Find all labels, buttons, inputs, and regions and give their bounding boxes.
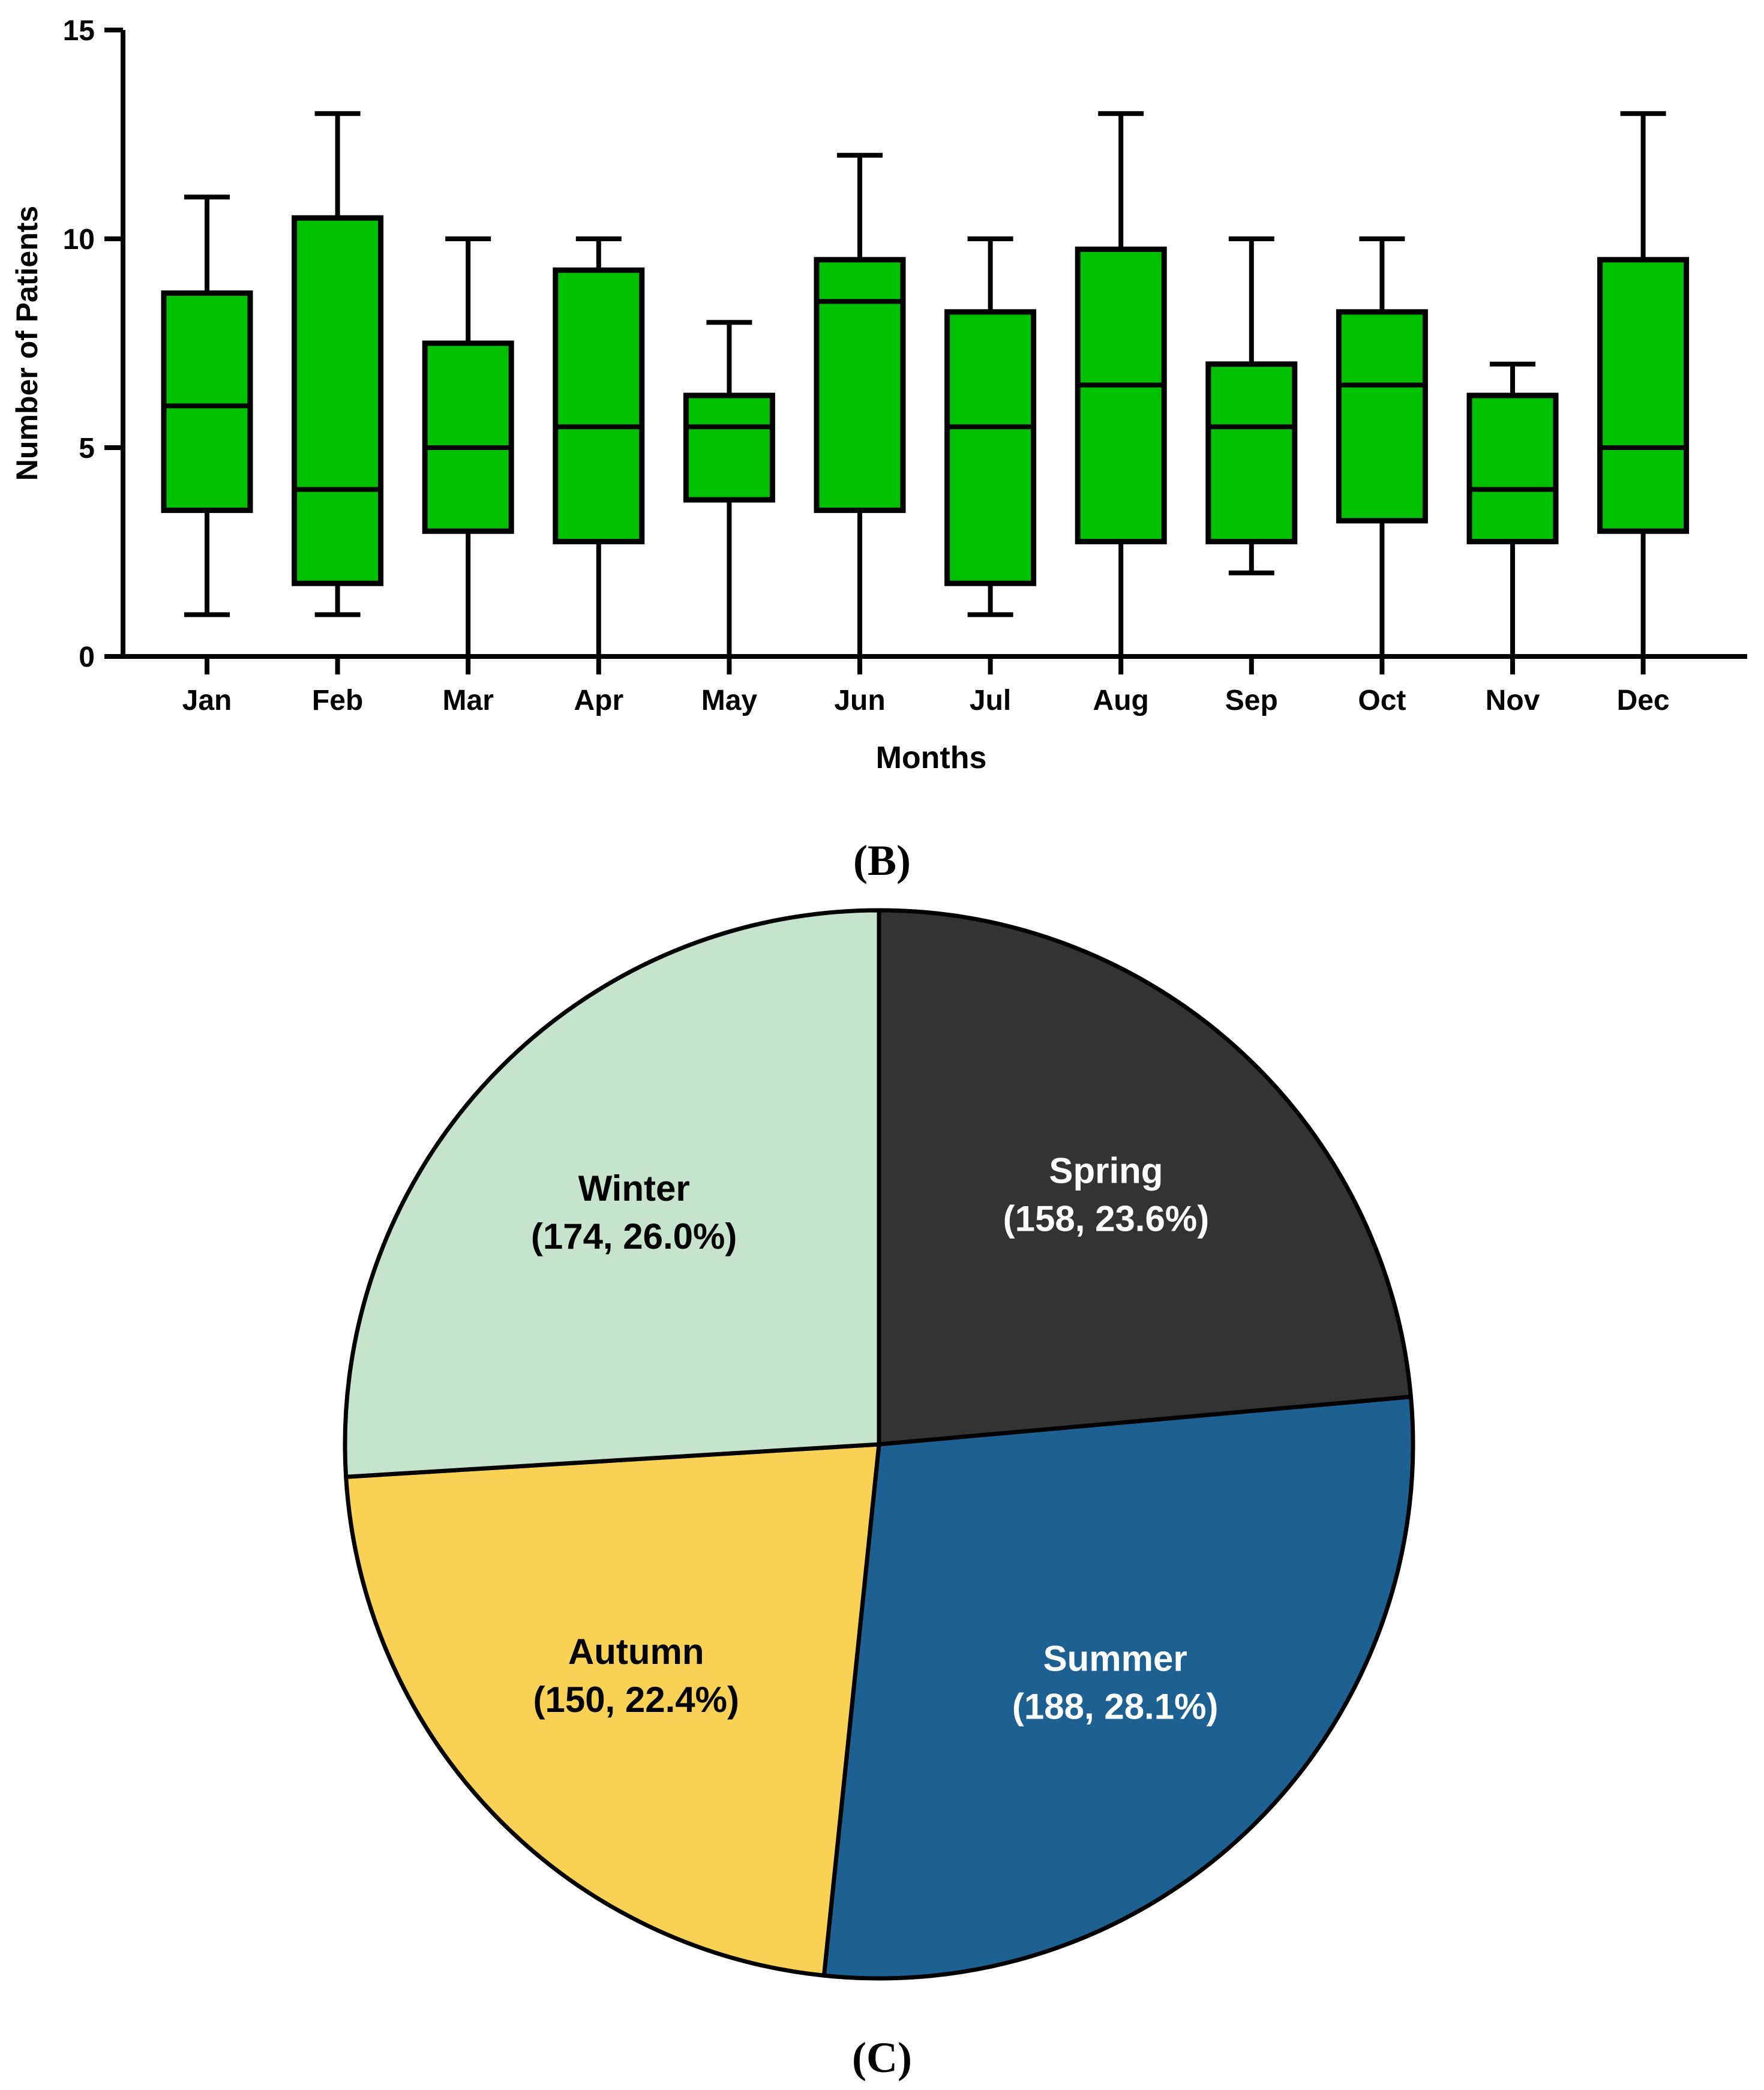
x-tick-label: Apr	[574, 685, 623, 716]
x-tick-label: Oct	[1358, 685, 1406, 716]
slice-name-label: Winter	[578, 1168, 690, 1209]
box-iqr	[814, 257, 906, 513]
slice-detail-label: (174, 26.0%)	[531, 1216, 737, 1257]
x-tick-label: May	[701, 685, 758, 716]
y-tick-label: 0	[79, 641, 95, 673]
x-axis-title: Months	[876, 740, 987, 775]
box-iqr	[683, 392, 775, 503]
pie-slice-summer	[821, 1395, 1415, 1981]
box-feb	[292, 111, 384, 617]
box-jun	[814, 152, 906, 656]
x-axis-ticks: Jan Feb Mar Apr May Jun Jul Aug Sep Oct Nov Dec	[182, 656, 1670, 716]
pie-slice-autumn	[344, 1442, 881, 1978]
box-aug	[1075, 111, 1167, 656]
box-oct	[1336, 236, 1428, 656]
x-tick-label: Sep	[1225, 685, 1278, 716]
box-iqr	[1075, 246, 1167, 545]
x-tick-label: Feb	[312, 685, 363, 716]
box-iqr	[1205, 361, 1298, 545]
pie-labels: Spring (158, 23.6%) Summer (188, 28.1%) Autu…	[531, 1150, 1219, 1726]
box-plot-panel: 0 5 10 15 Jan Feb Mar Apr May Jun Jul Aug Sep Oct Nov…	[10, 15, 1747, 775]
x-tick-label: Jul	[970, 685, 1011, 716]
x-tick-label: Dec	[1617, 685, 1670, 716]
box-iqr	[1336, 309, 1428, 524]
box-dec	[1597, 111, 1690, 656]
x-tick-label: Aug	[1093, 685, 1149, 716]
pie-slices	[343, 908, 1415, 1981]
box-iqr	[1466, 392, 1559, 545]
pie-chart-panel: Spring (158, 23.6%) Summer (188, 28.1%) Autu…	[343, 908, 1415, 1981]
slice-detail-label: (150, 22.4%)	[533, 1680, 739, 1720]
slice-name-label: Autumn	[568, 1632, 704, 1672]
box-sep	[1205, 236, 1298, 575]
box-mar	[422, 236, 514, 656]
y-tick-label: 10	[63, 224, 95, 256]
y-tick-label: 5	[79, 433, 95, 464]
box-iqr	[422, 340, 514, 534]
box-iqr	[1597, 257, 1690, 534]
box-iqr	[161, 290, 253, 513]
x-tick-label: Nov	[1486, 685, 1540, 716]
x-tick-label: Jun	[834, 685, 885, 716]
box-jul	[944, 236, 1037, 617]
panel-label-b: (B)	[853, 836, 911, 884]
box-nov	[1466, 361, 1559, 656]
pie-slice-winter	[343, 908, 881, 1479]
box-apr	[553, 236, 645, 656]
y-axis-title: Number of Patients	[10, 206, 44, 481]
panel-label-c: (C)	[852, 2034, 912, 2082]
pie-slice-spring	[877, 908, 1413, 1447]
box-iqr	[292, 215, 384, 586]
box-plot-marks	[161, 111, 1690, 656]
box-jan	[161, 194, 253, 617]
x-tick-label: Mar	[443, 685, 494, 716]
slice-name-label: Summer	[1043, 1638, 1187, 1678]
y-axis-ticks: 0 5 10 15	[63, 15, 123, 673]
box-iqr	[944, 309, 1037, 586]
x-tick-label: Jan	[182, 685, 232, 716]
box-may	[683, 320, 775, 656]
slice-detail-label: (188, 28.1%)	[1012, 1686, 1219, 1726]
y-tick-label: 15	[63, 15, 95, 47]
slice-name-label: Spring	[1049, 1150, 1163, 1191]
box-iqr	[553, 267, 645, 545]
slice-detail-label: (158, 23.6%)	[1003, 1198, 1210, 1239]
